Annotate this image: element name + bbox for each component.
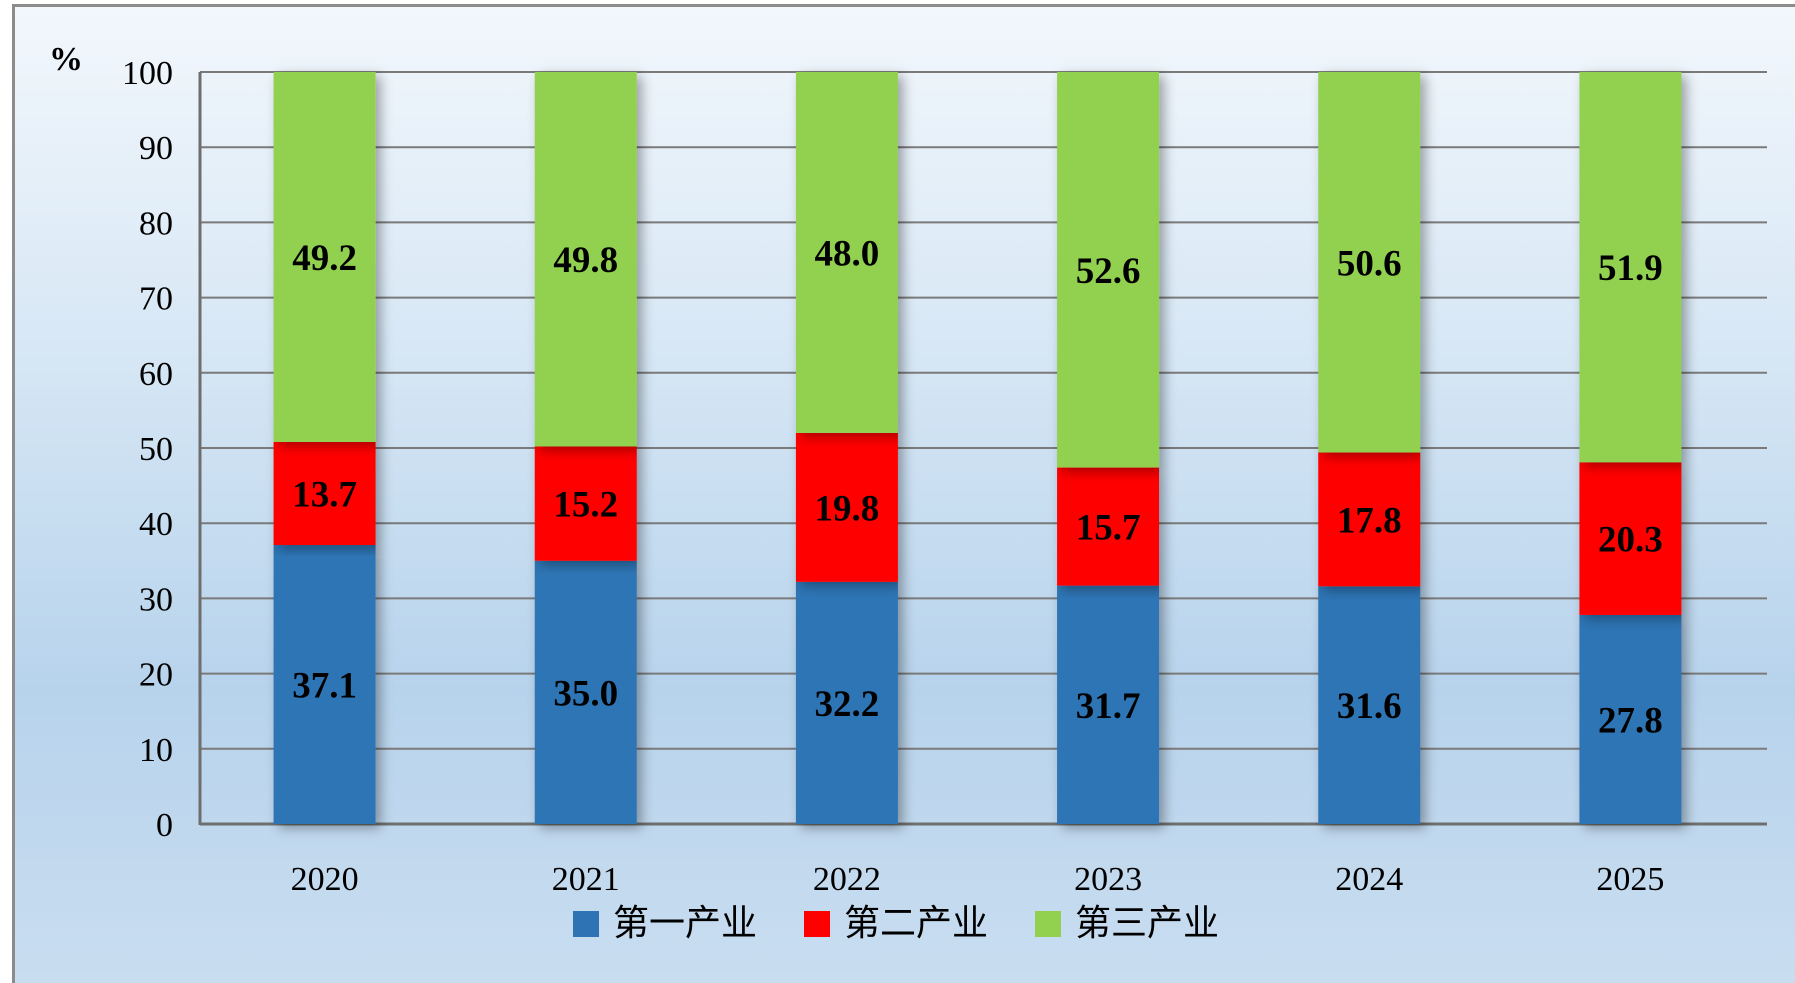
- y-tick-label-90: 90: [139, 130, 173, 167]
- legend-swatch-series-2: [804, 911, 830, 937]
- legend-label-series-2: 第二产业: [844, 903, 988, 944]
- x-tick-label-2020: 2020: [291, 861, 359, 898]
- legend-label-series-1: 第一产业: [613, 903, 757, 944]
- data-label-2024-series-2: 17.8: [1337, 500, 1402, 541]
- x-tick-label-2024: 2024: [1335, 861, 1403, 898]
- bar-2025-series-3: [1579, 72, 1682, 463]
- y-tick-label-70: 70: [139, 281, 173, 318]
- bar-2025-series-1: [1579, 614, 1682, 824]
- legend-label-series-3: 第三产业: [1075, 903, 1219, 944]
- data-label-2020-series-2: 13.7: [292, 474, 357, 515]
- bar-2021-series-2: [534, 446, 637, 561]
- y-tick-label-20: 20: [139, 657, 173, 694]
- y-tick-label-80: 80: [139, 205, 173, 242]
- data-label-2021-series-2: 15.2: [553, 485, 618, 526]
- x-tick-label-2023: 2023: [1074, 861, 1142, 898]
- y-tick-label-60: 60: [139, 356, 173, 393]
- x-tick-label-2021: 2021: [552, 861, 620, 898]
- data-label-2024-series-1: 31.6: [1337, 686, 1402, 727]
- data-label-2022-series-2: 19.8: [815, 488, 880, 529]
- legend: 第一产业 第二产业 第三产业: [573, 903, 1219, 944]
- bar-2024-series-3: [1318, 72, 1421, 453]
- data-label-2022-series-3: 48.0: [815, 233, 880, 274]
- y-tick-label-50: 50: [139, 431, 173, 468]
- bar-2023-series-3: [1057, 72, 1160, 468]
- y-tick-label-40: 40: [139, 506, 173, 543]
- bar-2020-series-2: [273, 441, 376, 546]
- data-label-2021-series-1: 35.0: [553, 673, 618, 714]
- axes: 0 10 20 30 40 50 60 70 80 90 100% 2020 2021 2022 2023 2…: [49, 41, 1767, 898]
- bar-2024-series-2: [1318, 452, 1421, 587]
- bar-2021-series-3: [534, 72, 637, 447]
- data-labels: 37.1 13.7 49.2 35.0 15.2 49.8 32.2 19.8 48.0 31.7…: [292, 233, 1663, 741]
- data-label-2020-series-3: 49.2: [292, 238, 357, 279]
- bar-2023-series-1: [1057, 585, 1160, 824]
- y-tick-label-100: 100: [122, 55, 173, 92]
- x-tick-label-2022: 2022: [813, 861, 881, 898]
- bar-2023-series-2: [1057, 467, 1160, 586]
- bars: [273, 72, 1682, 824]
- data-label-2020-series-1: 37.1: [292, 666, 357, 707]
- data-label-2024-series-3: 50.6: [1337, 243, 1402, 284]
- data-label-2025-series-3: 51.9: [1598, 248, 1663, 289]
- y-tick-label-10: 10: [139, 732, 173, 769]
- data-label-2025-series-1: 27.8: [1598, 700, 1663, 741]
- bar-2025-series-2: [1579, 462, 1682, 615]
- y-unit-label: %: [49, 41, 83, 78]
- bar-2020-series-1: [273, 545, 376, 824]
- legend-swatch-series-3: [1035, 911, 1061, 937]
- bar-2022-series-2: [795, 432, 898, 582]
- bar-2022-series-3: [795, 72, 898, 433]
- x-tick-label-2025: 2025: [1596, 861, 1664, 898]
- bar-2021-series-1: [534, 560, 637, 824]
- data-label-2023-series-2: 15.7: [1076, 508, 1141, 549]
- y-tick-label-0: 0: [156, 807, 173, 844]
- data-label-2022-series-1: 32.2: [815, 684, 880, 725]
- data-label-2023-series-3: 52.6: [1076, 251, 1141, 292]
- bar-2024-series-1: [1318, 586, 1421, 824]
- y-tick-label-30: 30: [139, 581, 173, 618]
- data-label-2025-series-2: 20.3: [1598, 520, 1663, 561]
- data-label-2021-series-3: 49.8: [553, 240, 618, 281]
- data-label-2023-series-1: 31.7: [1076, 686, 1141, 727]
- legend-swatch-series-1: [573, 911, 599, 937]
- bar-2022-series-1: [795, 581, 898, 824]
- bar-2020-series-3: [273, 72, 376, 442]
- gridlines: [200, 71, 1767, 750]
